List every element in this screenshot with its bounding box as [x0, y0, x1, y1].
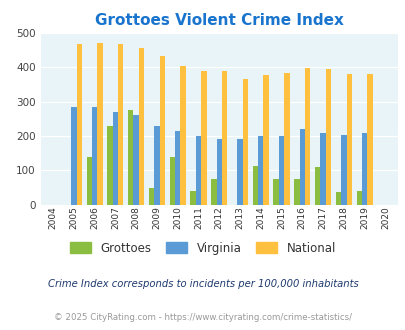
Bar	[346, 74, 351, 205]
Bar	[71, 107, 77, 205]
Legend: Grottoes, Virginia, National: Grottoes, Virginia, National	[65, 237, 340, 259]
Bar	[304, 68, 310, 205]
Bar	[139, 49, 144, 205]
Bar	[325, 69, 330, 205]
Bar	[320, 133, 325, 205]
Bar	[263, 75, 268, 205]
Bar	[211, 179, 216, 205]
Bar	[216, 139, 222, 205]
Bar	[169, 156, 175, 205]
Bar	[314, 167, 320, 205]
Bar	[361, 133, 367, 205]
Bar	[237, 139, 242, 205]
Bar	[252, 166, 258, 205]
Bar	[133, 115, 139, 205]
Bar	[299, 129, 304, 205]
Bar	[200, 71, 206, 205]
Text: © 2025 CityRating.com - https://www.cityrating.com/crime-statistics/: © 2025 CityRating.com - https://www.city…	[54, 313, 351, 322]
Bar	[294, 179, 299, 205]
Bar	[118, 44, 123, 205]
Bar	[278, 136, 284, 205]
Title: Grottoes Violent Crime Index: Grottoes Violent Crime Index	[95, 13, 343, 28]
Bar	[222, 71, 227, 205]
Bar	[86, 156, 92, 205]
Bar	[190, 191, 195, 205]
Bar	[273, 179, 278, 205]
Bar	[367, 74, 372, 205]
Bar	[107, 126, 113, 205]
Bar	[159, 56, 164, 205]
Bar	[335, 191, 340, 205]
Bar	[242, 79, 247, 205]
Bar	[77, 44, 82, 205]
Text: Crime Index corresponds to incidents per 100,000 inhabitants: Crime Index corresponds to incidents per…	[47, 279, 358, 289]
Bar	[113, 112, 118, 205]
Bar	[97, 43, 102, 205]
Bar	[356, 191, 361, 205]
Bar	[195, 136, 200, 205]
Bar	[340, 135, 346, 205]
Bar	[92, 107, 97, 205]
Bar	[180, 66, 185, 205]
Bar	[175, 131, 180, 205]
Bar	[284, 73, 289, 205]
Bar	[128, 110, 133, 205]
Bar	[258, 136, 263, 205]
Bar	[149, 188, 154, 205]
Bar	[154, 126, 159, 205]
